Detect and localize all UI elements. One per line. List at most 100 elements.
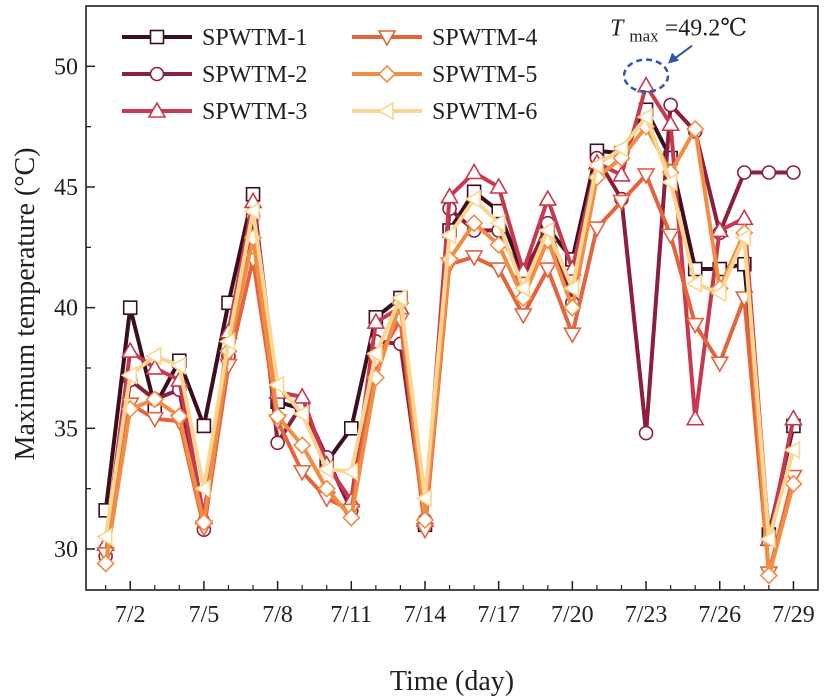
- data-point-spwtm-6: [759, 529, 776, 549]
- data-point-spwtm-6: [267, 375, 285, 395]
- data-point-spwtm-4: [587, 221, 607, 238]
- tmax-arrow: [672, 44, 693, 61]
- data-point-spwtm-4: [661, 228, 680, 245]
- data-point-spwtm-5: [686, 119, 705, 139]
- legend-item-spwtm-4: SPWTM-4: [352, 25, 537, 51]
- y-tick-label: 30: [54, 537, 78, 563]
- data-point-spwtm-3: [612, 165, 631, 182]
- y-tick-label: 40: [54, 296, 78, 322]
- data-point-spwtm-5: [96, 554, 115, 573]
- legend-label: SPWTM-1: [202, 25, 307, 51]
- data-point-spwtm-6: [538, 221, 555, 240]
- data-point-spwtm-4: [685, 317, 705, 335]
- data-point-spwtm-3: [440, 187, 459, 204]
- data-point-spwtm-6: [317, 459, 334, 479]
- data-point-spwtm-6: [513, 278, 531, 298]
- data-point-spwtm-3: [636, 76, 656, 93]
- data-point-spwtm-5: [170, 407, 189, 426]
- data-point-spwtm-6: [439, 225, 457, 245]
- data-point-spwtm-5: [293, 436, 312, 455]
- data-point-spwtm-6: [120, 365, 138, 385]
- data-point-spwtm-2: [663, 97, 678, 113]
- data-point-spwtm-6: [169, 356, 187, 375]
- legend-label: SPWTM-3: [202, 99, 307, 125]
- data-point-spwtm-6: [710, 283, 727, 303]
- data-point-spwtm-3: [538, 189, 558, 206]
- data-point-spwtm-4: [292, 464, 312, 482]
- data-point-spwtm-5: [342, 508, 361, 527]
- legend-label: SPWTM-5: [432, 62, 537, 88]
- data-point-spwtm-2: [786, 165, 801, 180]
- data-point-spwtm-4: [562, 327, 582, 344]
- x-tick-label: 7/11: [330, 602, 372, 628]
- y-axis-label: Maximum temperature (°C): [10, 148, 41, 461]
- x-tick-label: 7/26: [698, 602, 741, 628]
- data-point-spwtm-6: [96, 527, 113, 547]
- legend: SPWTM-1 SPWTM-2 SPWTM-3 SPWTM-4 SPWTM-5 SPWTM…: [122, 25, 537, 125]
- tmax-prefix: T: [610, 16, 625, 42]
- data-point-spwtm-3: [120, 341, 140, 358]
- legend-item-spwtm-3: SPWTM-3: [122, 99, 307, 125]
- data-point-spwtm-5: [759, 566, 779, 585]
- data-point-spwtm-6: [562, 278, 580, 298]
- legend-swatch-marker: [149, 66, 165, 82]
- legend-label: SPWTM-6: [432, 99, 537, 125]
- legend-item-spwtm-2: SPWTM-2: [122, 62, 307, 88]
- y-tick-label: 45: [54, 175, 78, 201]
- legend-swatch-marker: [149, 29, 165, 45]
- data-point-spwtm-3: [464, 162, 484, 180]
- tmax-annotation: T max =49.2℃: [610, 16, 747, 48]
- data-point-spwtm-4: [612, 194, 631, 212]
- x-tick-label: 7/29: [772, 602, 815, 628]
- data-point-spwtm-6: [464, 189, 481, 209]
- legend-swatch-marker: [377, 101, 394, 121]
- legend-swatch-marker: [147, 101, 167, 118]
- series-layer: [96, 76, 803, 585]
- data-point-spwtm-3: [734, 208, 754, 226]
- data-point-spwtm-5: [563, 298, 582, 317]
- data-point-spwtm-6: [415, 488, 432, 508]
- data-point-spwtm-6: [366, 344, 383, 363]
- data-point-spwtm-3: [784, 409, 803, 426]
- legend-item-spwtm-1: SPWTM-1: [122, 25, 307, 51]
- data-point-spwtm-3: [489, 177, 509, 194]
- data-point-spwtm-5: [145, 390, 164, 409]
- tmax-highlight-ellipse: [622, 58, 670, 93]
- series-spwtm-6: [96, 107, 801, 549]
- tmax-arrowhead: [668, 52, 680, 64]
- plot-frame: [85, 5, 819, 591]
- data-point-spwtm-2: [737, 165, 752, 180]
- data-point-spwtm-6: [390, 288, 408, 308]
- data-point-spwtm-4: [513, 308, 533, 325]
- data-point-spwtm-3: [366, 312, 386, 329]
- data-point-spwtm-1: [122, 300, 138, 315]
- tmax-suffix: =49.2℃: [665, 16, 747, 42]
- legend-item-spwtm-5: SPWTM-5: [352, 62, 537, 88]
- data-point-spwtm-6: [783, 440, 801, 460]
- tmax-subscript: max: [629, 27, 659, 46]
- data-point-spwtm-2: [270, 435, 285, 451]
- legend-label: SPWTM-4: [432, 25, 537, 51]
- data-point-spwtm-6: [341, 462, 359, 482]
- data-point-spwtm-6: [218, 332, 236, 351]
- data-point-spwtm-6: [611, 139, 629, 158]
- data-point-spwtm-2: [761, 165, 777, 180]
- data-point-spwtm-6: [489, 213, 506, 233]
- x-tick-label: 7/5: [189, 602, 220, 628]
- data-point-spwtm-3: [710, 220, 730, 238]
- x-axis-label: Time (day): [390, 666, 514, 697]
- data-point-spwtm-3: [685, 409, 705, 426]
- data-point-spwtm-6: [661, 172, 678, 192]
- data-point-spwtm-4: [538, 262, 558, 279]
- x-tick-label: 7/17: [477, 602, 520, 628]
- data-point-spwtm-5: [317, 479, 336, 498]
- data-point-spwtm-6: [243, 201, 260, 221]
- data-point-spwtm-3: [145, 358, 165, 375]
- data-point-spwtm-3: [292, 387, 312, 404]
- x-tick-label: 7/20: [551, 602, 594, 628]
- x-tick-label: 7/2: [115, 602, 146, 628]
- data-point-spwtm-5: [415, 510, 435, 530]
- legend-swatch-marker: [377, 64, 397, 84]
- data-point-spwtm-3: [661, 114, 680, 132]
